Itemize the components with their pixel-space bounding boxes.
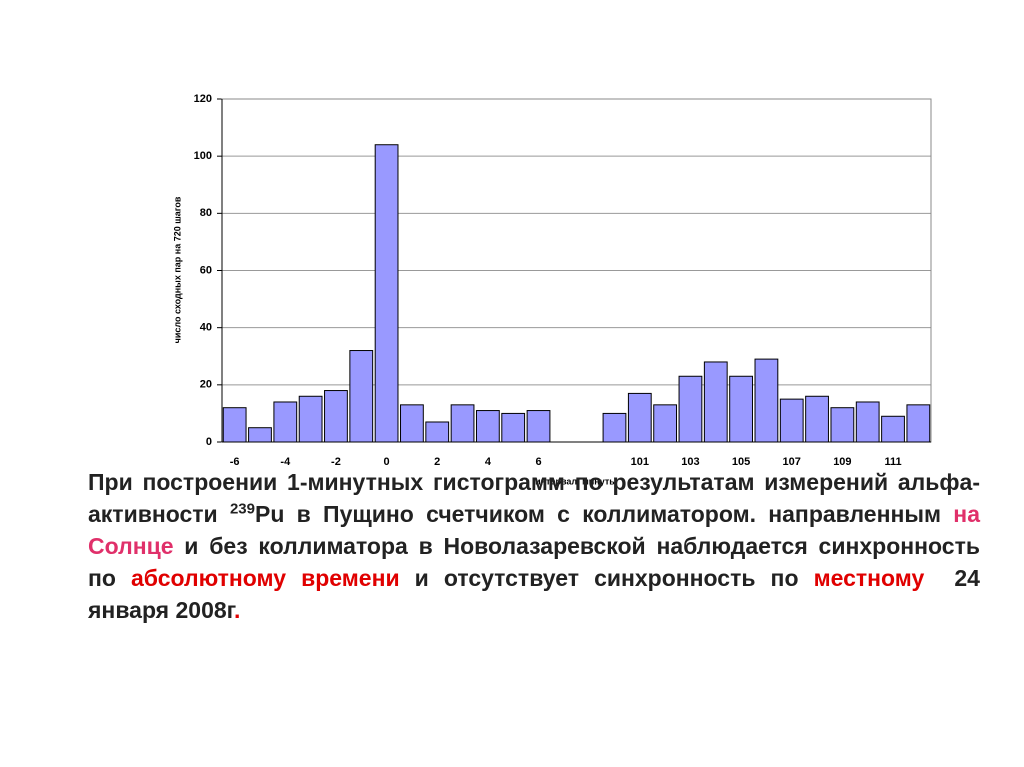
y-tick-label: 0 bbox=[206, 436, 212, 448]
bar bbox=[273, 401, 298, 443]
y-tick-label: 80 bbox=[200, 207, 212, 219]
x-tick-label: 2 bbox=[434, 456, 440, 468]
bar bbox=[501, 412, 526, 443]
text-segment: абсолютному времени bbox=[131, 565, 400, 591]
bar bbox=[602, 412, 627, 443]
bar bbox=[400, 404, 424, 443]
bar bbox=[324, 390, 348, 443]
bar bbox=[298, 395, 323, 443]
bar bbox=[830, 407, 855, 443]
y-tick-label: 120 bbox=[194, 93, 212, 105]
text-segment: 239 bbox=[229, 500, 255, 518]
x-tick-label: 111 bbox=[884, 456, 901, 468]
x-tick-label: 4 bbox=[485, 456, 492, 468]
y-tick-label: 100 bbox=[194, 150, 212, 162]
bar bbox=[475, 410, 500, 443]
text-segment: и без коллиматора в Новолазаревской набл… bbox=[88, 533, 987, 591]
text-segment: 24 января 2008г bbox=[88, 565, 987, 623]
x-tick-label: -6 bbox=[230, 456, 240, 468]
text-segment: на Солнце bbox=[88, 501, 987, 559]
bar bbox=[627, 392, 652, 443]
text-segment: местному bbox=[813, 565, 925, 591]
caption-text: При построении 1-минутных гистограмм по … bbox=[88, 466, 980, 626]
bar bbox=[678, 375, 703, 443]
bar bbox=[653, 404, 678, 443]
x-tick-label: 103 bbox=[681, 456, 699, 468]
x-tick-label: 107 bbox=[783, 456, 801, 468]
x-axis-label: интервал, минуты bbox=[535, 476, 617, 486]
bar bbox=[779, 398, 804, 443]
x-tick-label: 6 bbox=[535, 456, 541, 468]
text-segment: и отсутствует синхронность по bbox=[399, 565, 814, 591]
bar bbox=[450, 404, 475, 443]
x-tick-label: 101 bbox=[631, 456, 649, 468]
bar bbox=[248, 427, 272, 443]
text-segment: Pu в Пущино счетчиком с коллиматором. на… bbox=[254, 501, 954, 527]
bar bbox=[374, 144, 399, 443]
x-tick-label: 0 bbox=[384, 456, 390, 468]
x-tick-label: 109 bbox=[833, 456, 851, 468]
bar bbox=[906, 404, 931, 443]
x-tick-label: 105 bbox=[732, 456, 750, 468]
x-tick-label: -2 bbox=[331, 456, 341, 468]
y-tick-label: 20 bbox=[200, 379, 212, 391]
bar bbox=[881, 415, 905, 443]
text-segment: . bbox=[233, 597, 241, 623]
bar bbox=[349, 350, 374, 443]
bar bbox=[855, 401, 880, 443]
y-axis-label: число сходных пар на 720 шагов bbox=[172, 196, 182, 343]
y-tick-label: 40 bbox=[200, 322, 212, 334]
x-tick-label: -4 bbox=[280, 456, 291, 468]
bar bbox=[805, 395, 829, 443]
bar bbox=[703, 361, 728, 443]
y-tick-label: 60 bbox=[200, 264, 212, 276]
bar bbox=[526, 410, 551, 443]
bar bbox=[729, 375, 753, 443]
bar bbox=[222, 407, 247, 443]
text-segment: При построении 1-минутных гистограмм по … bbox=[88, 469, 980, 527]
bar bbox=[425, 421, 450, 443]
bar bbox=[754, 358, 779, 443]
